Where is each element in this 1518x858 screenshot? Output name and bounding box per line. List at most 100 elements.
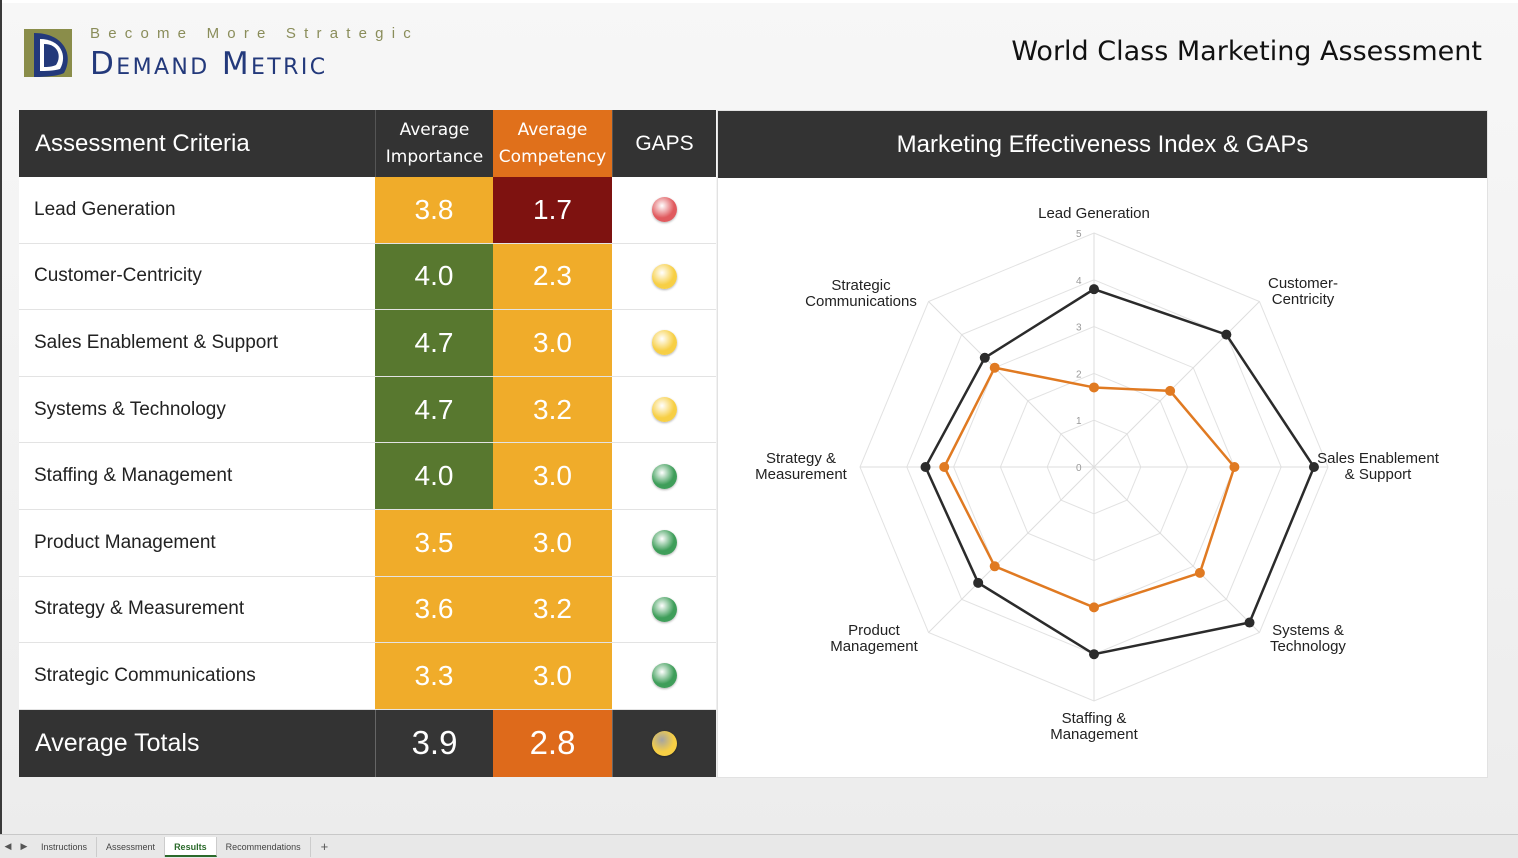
radar-scale-tick: 2 bbox=[1076, 369, 1082, 380]
gap-indicator bbox=[651, 263, 677, 289]
radar-scale-tick: 0 bbox=[1076, 463, 1082, 474]
importance-value[interactable]: 3.6 bbox=[375, 576, 493, 643]
radar-axis-label: Systems & bbox=[1272, 622, 1344, 639]
table-row: Systems & Technology 4.7 3.2 bbox=[19, 376, 716, 444]
header-gaps: GAPS bbox=[612, 110, 716, 177]
radar-series-point bbox=[920, 462, 931, 472]
radar-axis-label: Sales Enablement bbox=[1317, 450, 1440, 467]
radar-spoke bbox=[1093, 466, 1260, 633]
radar-series-point bbox=[1089, 649, 1099, 660]
importance-value[interactable]: 4.0 bbox=[375, 243, 493, 310]
radar-series-point bbox=[1089, 284, 1099, 295]
gap-indicator bbox=[651, 397, 677, 423]
sheet-tabs: Instructions Assessment Results Recommendat… bbox=[32, 836, 311, 857]
radar-series-point bbox=[979, 352, 990, 363]
totals-importance[interactable]: 3.9 bbox=[375, 709, 493, 777]
gap-cell bbox=[612, 443, 716, 509]
radar-axis-label: Product bbox=[848, 622, 901, 639]
competency-value[interactable]: 3.0 bbox=[493, 310, 612, 376]
competency-value[interactable]: 1.7 bbox=[493, 177, 612, 243]
radar-series-point bbox=[1165, 385, 1176, 396]
radar-series-point bbox=[1221, 329, 1232, 340]
gap-cell bbox=[612, 509, 716, 576]
radar-series-point bbox=[1194, 567, 1205, 578]
header-competency-line1: Average bbox=[517, 119, 588, 140]
gap-cell bbox=[612, 243, 716, 310]
radar-series-point bbox=[1089, 382, 1099, 393]
radar-series-point bbox=[1308, 462, 1319, 472]
tab-scroll-right-icon[interactable]: ▶ bbox=[20, 841, 28, 851]
criteria-label: Product Management bbox=[19, 509, 375, 576]
sheet-tab-assessment[interactable]: Assessment bbox=[97, 836, 166, 857]
radar-axis-label: Management bbox=[830, 638, 918, 655]
radar-axis-label: Customer- bbox=[1268, 275, 1338, 292]
competency-value[interactable]: 3.0 bbox=[493, 643, 612, 709]
table-row: Product Management 3.5 3.0 bbox=[19, 509, 716, 577]
radar-series-line bbox=[942, 366, 1236, 609]
criteria-label: Staffing & Management bbox=[19, 443, 375, 509]
average-totals-row: Average Totals 3.9 2.8 bbox=[19, 709, 716, 777]
sheet-tab-bar: ◀ ▶ Instructions Assessment Results Recomme… bbox=[0, 834, 1518, 858]
tab-scroll-left-icon[interactable]: ◀ bbox=[4, 841, 12, 851]
competency-value[interactable]: 3.2 bbox=[493, 376, 612, 443]
radar-scale-tick: 4 bbox=[1076, 276, 1082, 287]
totals-label: Average Totals bbox=[35, 728, 200, 757]
gap-indicator bbox=[651, 663, 677, 689]
demand-metric-logo: Become More Strategic Demand Metric bbox=[24, 24, 494, 84]
table-row: Lead Generation 3.8 1.7 bbox=[19, 177, 716, 244]
gap-indicator bbox=[651, 463, 677, 489]
table-row: Staffing & Management 4.0 3.0 bbox=[19, 443, 716, 510]
gap-cell bbox=[612, 177, 716, 243]
header-average-importance: Average Importance bbox=[375, 110, 493, 177]
chart-header: Marketing Effectiveness Index & GAPs bbox=[718, 111, 1487, 178]
radar-axis-label: Strategy & bbox=[766, 450, 836, 467]
gap-indicator bbox=[651, 596, 677, 622]
competency-value[interactable]: 3.0 bbox=[493, 509, 612, 576]
totals-gap-indicator bbox=[652, 730, 677, 756]
gap-cell bbox=[612, 376, 716, 443]
table-row: Customer-Centricity 4.0 2.3 bbox=[19, 243, 716, 311]
competency-value[interactable]: 2.3 bbox=[493, 243, 612, 310]
header-assessment-criteria: Assessment Criteria bbox=[35, 129, 250, 157]
radar-scale-tick: 3 bbox=[1076, 323, 1082, 334]
importance-value[interactable]: 4.7 bbox=[375, 310, 493, 376]
competency-value[interactable]: 3.2 bbox=[493, 576, 612, 643]
radar-series-point bbox=[989, 362, 1000, 373]
add-sheet-button[interactable]: + bbox=[320, 839, 329, 854]
window-left-edge bbox=[0, 0, 2, 858]
table-header-row: Assessment Criteria Average Importance A… bbox=[19, 110, 716, 177]
importance-value[interactable]: 4.7 bbox=[375, 376, 493, 443]
sheet-tab-results[interactable]: Results bbox=[165, 836, 217, 857]
table-body: Lead Generation 3.8 1.7 Customer-Centricity… bbox=[19, 177, 716, 710]
header-average-competency: Average Competency bbox=[493, 110, 612, 177]
logo-name: Demand Metric bbox=[90, 46, 328, 82]
page-title: World Class Marketing Assessment bbox=[1011, 36, 1482, 67]
gap-cell bbox=[612, 576, 716, 643]
importance-value[interactable]: 3.8 bbox=[375, 177, 493, 243]
sheet-tab-instructions[interactable]: Instructions bbox=[32, 836, 98, 857]
radar-axis-label: Centricity bbox=[1272, 291, 1335, 308]
totals-competency[interactable]: 2.8 bbox=[493, 709, 612, 777]
criteria-label: Strategic Communications bbox=[19, 643, 375, 709]
radar-axis-label: Technology bbox=[1270, 638, 1346, 655]
radar-series-point bbox=[939, 462, 950, 472]
header-importance-line2: Importance bbox=[385, 146, 484, 167]
criteria-label: Sales Enablement & Support bbox=[19, 310, 375, 376]
sheet-tab-recommendations[interactable]: Recommendations bbox=[217, 836, 311, 857]
gap-indicator bbox=[651, 530, 677, 556]
importance-value[interactable]: 3.5 bbox=[375, 509, 493, 576]
importance-value[interactable]: 3.3 bbox=[375, 643, 493, 709]
radar-axis-label: Lead Generation bbox=[1038, 205, 1150, 222]
gap-cell bbox=[612, 643, 716, 709]
radar-axis-label: Communications bbox=[805, 293, 917, 310]
logo-tagline: Become More Strategic bbox=[90, 25, 419, 42]
competency-value[interactable]: 3.0 bbox=[493, 443, 612, 509]
importance-value[interactable]: 4.0 bbox=[375, 443, 493, 509]
window-top-edge bbox=[0, 0, 1518, 3]
header-competency-line2: Competency bbox=[498, 146, 607, 167]
criteria-label: Lead Generation bbox=[19, 177, 375, 243]
table-row: Strategic Communications 3.3 3.0 bbox=[19, 643, 716, 710]
radar-spoke bbox=[928, 301, 1095, 468]
criteria-label: Systems & Technology bbox=[19, 376, 375, 443]
gap-indicator bbox=[651, 197, 677, 223]
